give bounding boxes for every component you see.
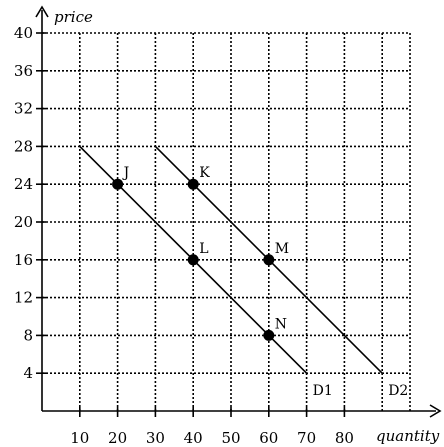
series-label-d1: D1 [313, 383, 333, 399]
labeled-points: J K L M N [112, 165, 289, 341]
series-label-d2: D2 [388, 383, 408, 399]
point-j [112, 178, 124, 190]
point-m [263, 254, 275, 266]
y-tick-label: 40 [14, 24, 33, 42]
x-tick-label: 30 [146, 429, 165, 447]
y-tick-label: 16 [14, 251, 33, 269]
y-tick-label: 20 [14, 213, 33, 231]
point-label-m: M [275, 241, 289, 257]
x-tick-label: 70 [297, 429, 316, 447]
y-axis-title: price [54, 8, 93, 26]
point-l [187, 254, 199, 266]
y-tick-label: 28 [14, 137, 33, 155]
x-tick-label: 80 [335, 429, 354, 447]
point-label-k: K [199, 165, 210, 181]
point-k [187, 178, 199, 190]
y-tick-label: 36 [14, 62, 33, 80]
x-tick-label: 50 [221, 429, 240, 447]
y-tick-label: 12 [14, 289, 33, 307]
x-tick-label: 60 [259, 429, 278, 447]
y-tick-label: 32 [14, 100, 33, 118]
axes [35, 5, 442, 418]
x-tick-label: 10 [70, 429, 89, 447]
point-label-n: N [275, 316, 287, 332]
y-axis-arrow [35, 5, 49, 18]
y-tick-label: 4 [23, 364, 33, 382]
grid [42, 32, 411, 411]
y-tick-label: 24 [14, 175, 33, 193]
x-axis-arrow [429, 404, 442, 418]
point-n [263, 329, 275, 341]
y-tick-label: 8 [23, 326, 33, 344]
point-label-l: L [199, 241, 208, 257]
x-tick-label: 40 [184, 429, 203, 447]
ticks: 4 8 12 16 20 24 28 32 36 40 10 20 30 40 50 60 70 80 [14, 24, 354, 447]
x-tick-label: 20 [108, 429, 127, 447]
point-label-j: J [122, 165, 130, 181]
x-axis-title: quantity [376, 427, 440, 445]
